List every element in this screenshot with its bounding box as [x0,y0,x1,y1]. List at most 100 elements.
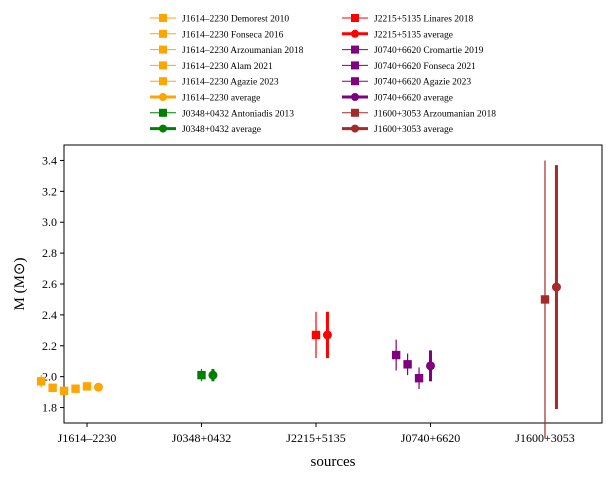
legend-entry: J0348+0432 Antoniadis 2013 [150,108,294,119]
y-tick-label: 2.2 [42,339,57,353]
legend-entry: J1614–2230 average [150,93,260,104]
measurement-point-12 [197,368,206,382]
y-tick-label: 1.8 [42,401,57,415]
legend-circle-marker [351,93,359,101]
legend-label: J0740+6620 Cromartie 2019 [374,46,484,56]
average-point-7 [322,311,332,359]
legend-label: J0740+6620 average [374,94,453,104]
legend-entry: J1600+3053 average [342,124,453,135]
legend-label: J1600+3053 average [374,125,453,135]
square-marker [403,360,412,369]
square-marker [82,382,92,391]
legend-circle-marker [159,124,167,133]
square-marker [414,374,424,383]
legend-entry: J1614–2230 Alam 2021 [150,61,273,72]
average-point-15 [551,165,561,410]
legend-square-marker [159,45,167,54]
legend-square-marker [351,61,359,70]
legend-label: J1614–2230 average [182,94,260,104]
legend-entry: J1614–2230 Arzoumanian 2018 [150,45,304,56]
legend: J1614–2230 Demorest 2010 J1614–2230 Fonse… [150,14,496,135]
square-marker [197,370,206,380]
x-tick-label: J1614–2230 [58,431,117,445]
legend-entry: J1614–2230 Demorest 2010 [150,14,289,25]
y-tick-label: 2.4 [42,308,57,322]
legend-entry: J0348+0432 average [150,124,261,135]
legend-label: J1614–2230 Alam 2021 [182,62,273,72]
legend-label: J1614–2230 Demorest 2010 [182,15,289,25]
legend-entry: J0740+6620 Cromartie 2019 [342,45,484,56]
legend-circle-marker [159,93,167,101]
x-axis-label: sources [311,454,356,470]
legend-square-marker [351,45,359,54]
legend-entry: J0740+6620 Agazie 2023 [342,77,471,88]
circle-marker [93,382,103,392]
legend-entry: J2215+5135 Linares 2018 [342,14,474,25]
legend-entry: J0740+6620 average [342,93,453,104]
x-tick-label: J0740+6620 [401,431,460,445]
legend-label: J0348+0432 Antoniadis 2013 [182,109,294,119]
legend-circle-marker [351,124,359,133]
legend-label: J0348+0432 average [182,125,261,135]
plot-frame [63,144,603,424]
x-tick-label: J2215+5135 [286,431,345,445]
average-point-13 [208,368,218,382]
legend-circle-marker [351,29,359,38]
legend-square-marker [351,108,359,117]
legend-label: J1614–2230 Agazie 2023 [182,78,279,88]
y-tick-label: 3.4 [42,153,57,167]
measurement-point-8 [391,339,401,371]
y-tick-label: 3.0 [42,215,57,229]
square-marker [311,330,321,340]
measurement-point-0 [37,375,46,388]
legend-square-marker [159,29,167,38]
measurement-point-3 [71,384,80,393]
measurement-point-6 [311,311,321,359]
legend-label: J1614–2230 Arzoumanian 2018 [182,46,304,56]
legend-label: J2215+5135 average [374,30,453,40]
legend-label: J1600+3053 Arzoumanian 2018 [374,109,496,119]
y-tick-label: 3.2 [42,184,57,198]
x-axis: J1614–2230 J0348+0432 J2215+5135 J0740+6620… [58,423,575,445]
legend-label: J2215+5135 Linares 2018 [374,15,474,25]
legend-square-marker [159,61,167,70]
legend-square-marker [159,108,167,117]
measurement-point-14 [540,160,550,439]
measurement-point-9 [403,353,412,376]
legend-label: J0740+6620 Fonseca 2021 [374,62,476,72]
y-axis: 1.8 2.0 2.2 2.4 2.6 2.8 3.0 3.2 3.4 [42,153,64,415]
y-tick-label: 2.6 [42,277,57,291]
square-marker [59,386,69,396]
circle-marker [426,361,435,371]
circle-marker [551,282,561,292]
y-axis-label: M (M⊙) [12,258,28,311]
measurement-point-1 [48,383,57,392]
square-marker [71,384,80,393]
legend-label: J0740+6620 Agazie 2023 [374,78,471,88]
legend-entry: J0740+6620 Fonseca 2021 [342,61,476,72]
average-point-11 [426,350,435,382]
legend-entry: J1614–2230 Fonseca 2016 [150,29,284,40]
data-marks [37,160,561,439]
measurement-point-4 [82,382,92,391]
legend-entry: J1600+3053 Arzoumanian 2018 [342,108,496,119]
square-marker [391,350,401,360]
square-marker [37,377,46,386]
legend-square-marker [351,77,359,86]
square-marker [540,295,550,304]
legend-square-marker [159,14,167,22]
legend-entry: J2215+5135 average [342,29,453,40]
legend-label: J1614–2230 Fonseca 2016 [182,30,284,40]
legend-square-marker [351,14,359,22]
legend-square-marker [159,77,167,86]
measurement-point-10 [414,367,424,390]
circle-marker [208,370,218,380]
square-marker [48,383,57,392]
average-point-5 [93,382,103,392]
x-tick-label: J0348+0432 [172,431,231,445]
measurement-point-2 [59,386,69,396]
y-tick-label: 2.0 [42,370,57,384]
y-tick-label: 2.8 [42,246,57,260]
circle-marker [322,330,332,340]
